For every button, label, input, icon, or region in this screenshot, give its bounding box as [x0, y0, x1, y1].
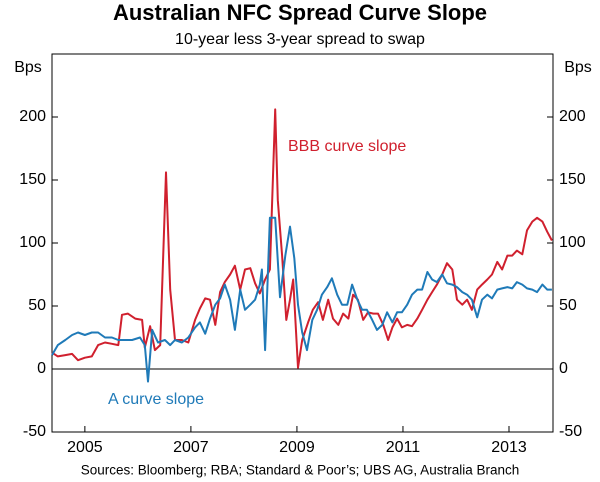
y-tick-label: 100 — [19, 234, 46, 251]
y2-tick-label: 50 — [559, 297, 577, 314]
y-tick-label: 150 — [19, 171, 46, 188]
y-tick-label: 0 — [37, 360, 46, 377]
data-line — [51, 216, 552, 383]
y-axis-unit: Bps — [14, 59, 42, 76]
y2-tick-label: -50 — [559, 423, 582, 440]
y2-tick-label: 100 — [559, 234, 586, 251]
x-tick-label: 2005 — [67, 439, 103, 456]
y2-tick-label: 200 — [559, 108, 586, 125]
y-tick-label: 200 — [19, 108, 46, 125]
chart-title: Australian NFC Spread Curve Slope — [113, 0, 487, 25]
y2-tick-label: 0 — [559, 360, 568, 377]
x-tick-label: 2013 — [491, 439, 527, 456]
y-tick-label: -50 — [23, 423, 46, 440]
x-tick-label: 2007 — [173, 439, 209, 456]
plot-frame — [51, 53, 554, 433]
source-note: Sources: Bloomberg; RBA; Standard & Poor… — [81, 463, 519, 478]
y2-axis-unit: Bps — [564, 59, 592, 76]
y2-tick-label: 150 — [559, 171, 586, 188]
data-line — [51, 108, 553, 369]
x-tick-label: 2011 — [386, 439, 421, 456]
y-tick-label: 50 — [28, 297, 46, 314]
chart-subtitle: 10-year less 3-year spread to swap — [175, 31, 425, 48]
x-tick-label: 2009 — [279, 439, 315, 456]
annotation: A curve slope — [108, 391, 204, 408]
annotation: BBB curve slope — [288, 138, 406, 155]
